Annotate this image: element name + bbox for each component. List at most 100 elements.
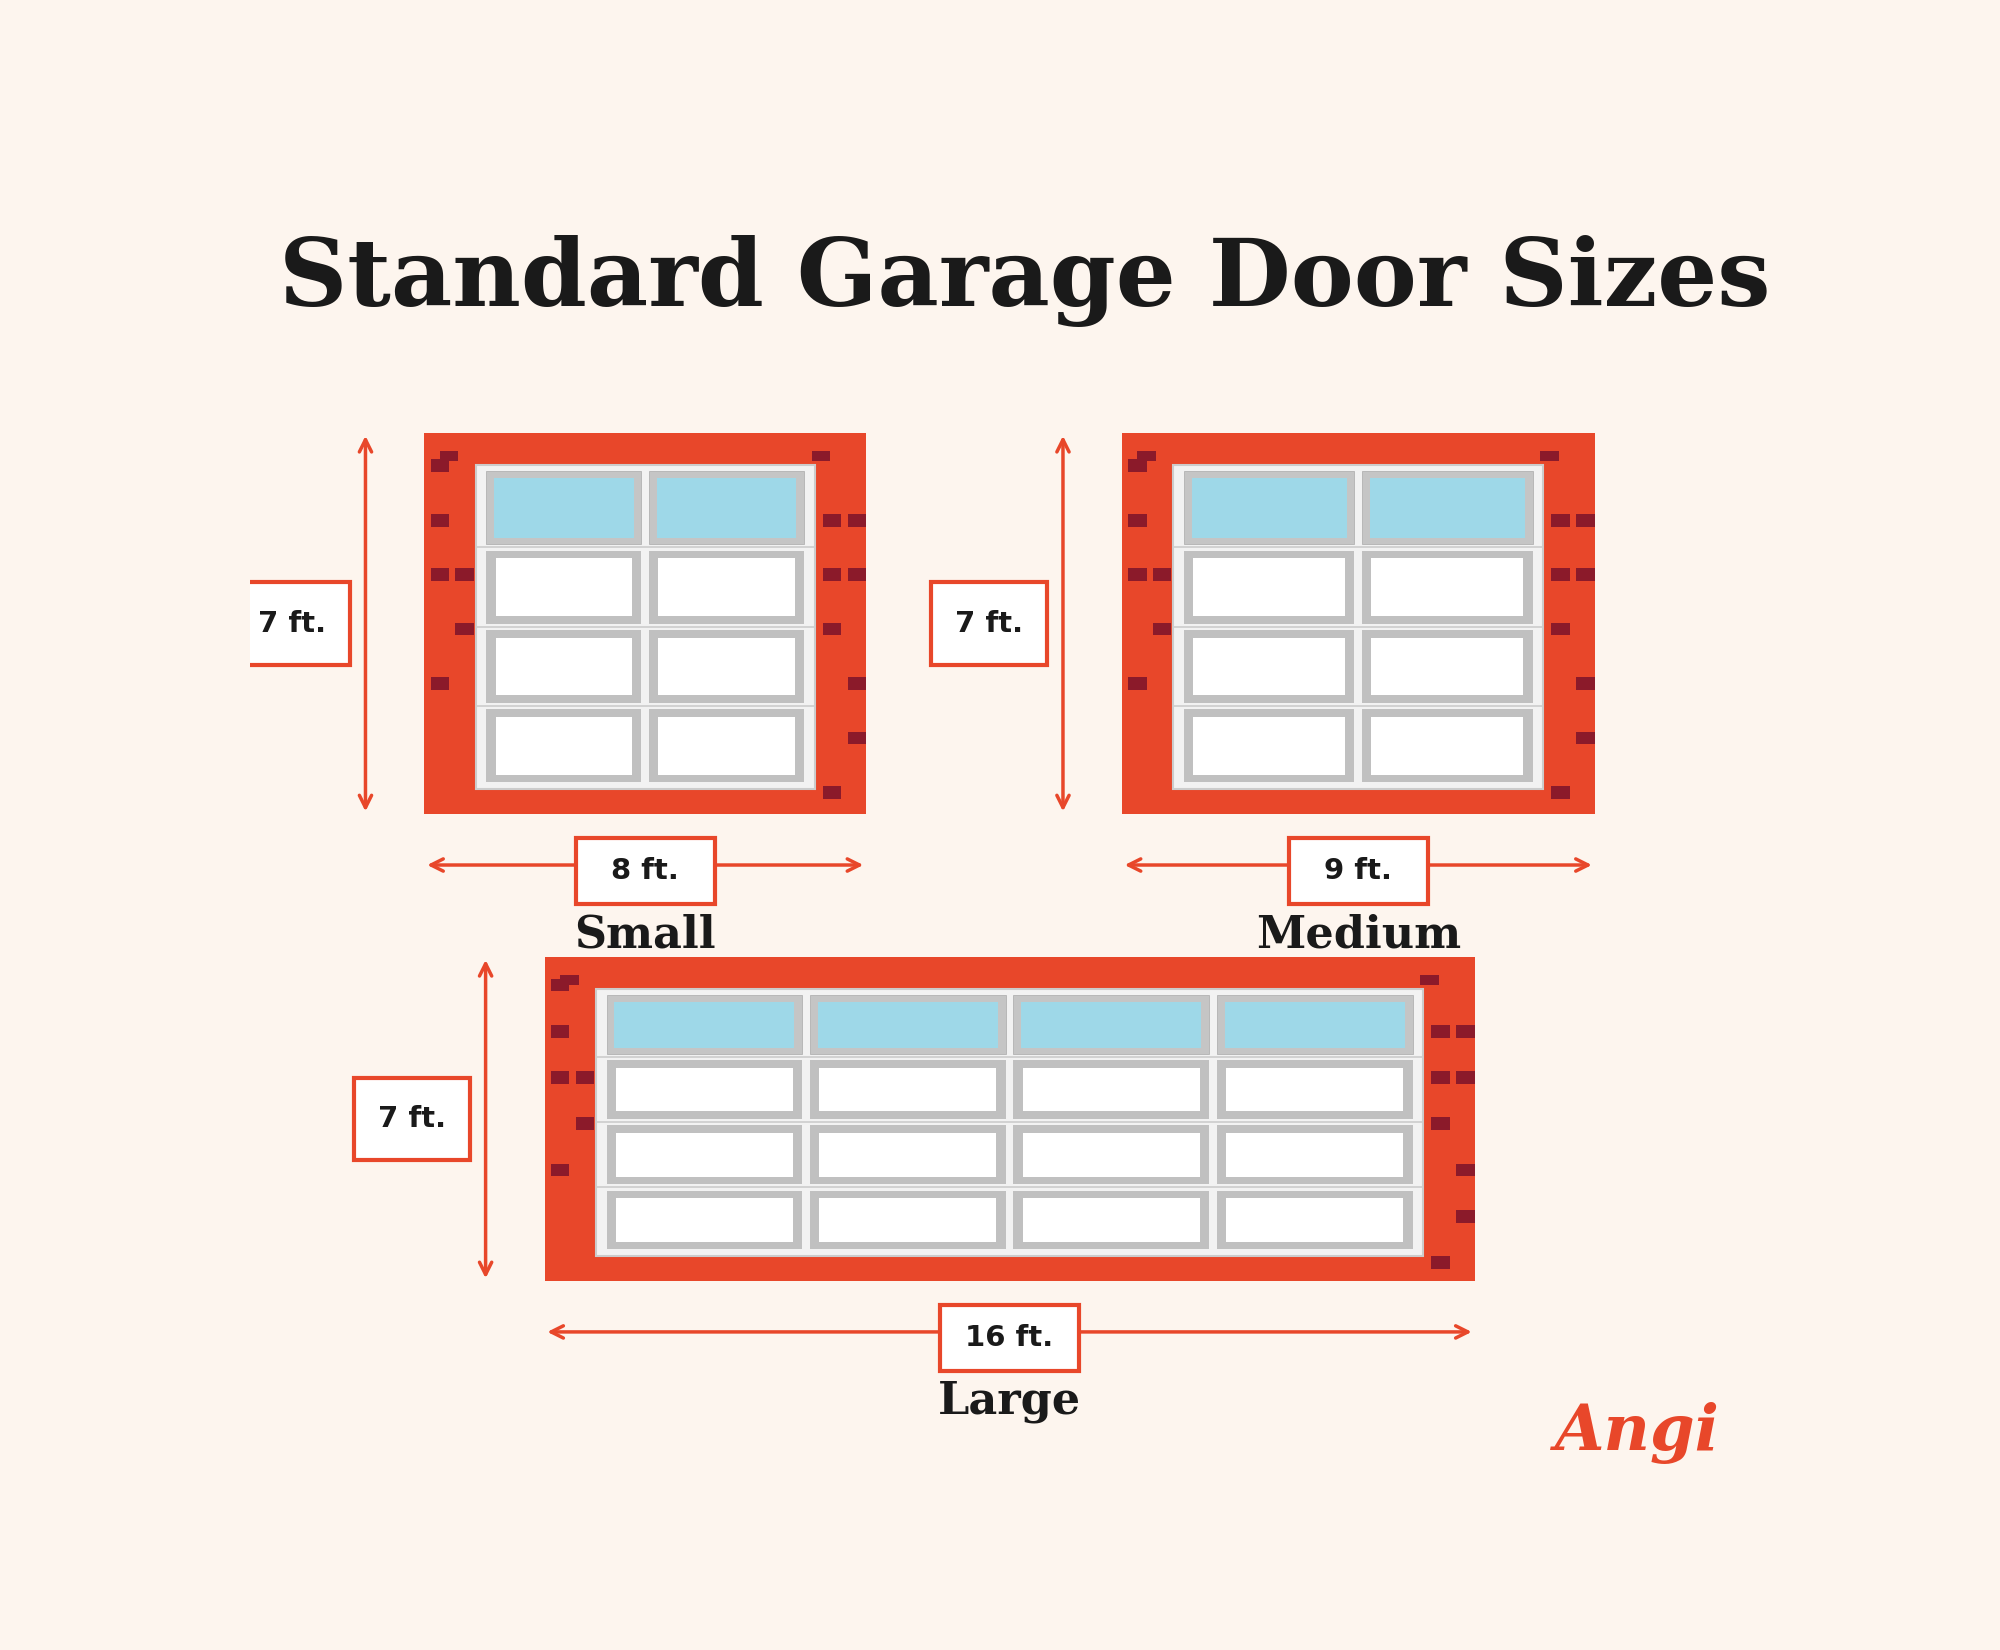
Bar — [1014, 995, 1210, 1054]
Bar — [550, 1025, 570, 1038]
Bar — [596, 988, 1424, 1256]
Bar — [1552, 513, 1570, 526]
Bar — [822, 568, 842, 581]
Bar — [1432, 1071, 1450, 1084]
Bar — [1022, 1198, 1200, 1242]
Bar — [1432, 1117, 1450, 1130]
Bar — [1022, 1002, 1202, 1048]
Bar — [1362, 472, 1532, 544]
Bar — [848, 731, 866, 744]
Bar — [820, 1134, 996, 1176]
Bar — [1432, 1163, 1450, 1176]
Bar — [1128, 513, 1146, 526]
Bar — [1552, 568, 1570, 581]
Text: Angi: Angi — [1554, 1402, 1720, 1464]
Bar — [1432, 1256, 1450, 1269]
Bar — [1432, 978, 1450, 992]
Bar — [430, 731, 450, 744]
Bar — [822, 785, 842, 799]
Bar — [576, 1117, 594, 1130]
Bar — [1456, 1256, 1474, 1269]
Bar — [486, 472, 642, 544]
Text: Large: Large — [938, 1381, 1082, 1424]
Bar — [658, 718, 794, 776]
Bar — [820, 1198, 996, 1242]
Bar — [1194, 637, 1346, 695]
Bar — [1152, 568, 1172, 581]
Bar — [430, 568, 450, 581]
Bar — [576, 1209, 594, 1223]
Bar — [576, 1163, 594, 1176]
Bar — [576, 978, 594, 992]
Bar — [1014, 1191, 1210, 1249]
Bar — [1362, 710, 1532, 782]
Bar — [1174, 465, 1544, 789]
Bar — [430, 622, 450, 635]
Bar — [476, 465, 814, 789]
Bar — [496, 637, 632, 695]
Bar — [848, 676, 866, 690]
Bar — [1552, 459, 1570, 472]
Bar — [606, 1191, 802, 1249]
Bar — [810, 995, 1006, 1054]
Bar — [1226, 1068, 1404, 1112]
Bar — [1552, 622, 1570, 635]
Bar — [1456, 1209, 1474, 1223]
Bar — [1362, 551, 1532, 624]
Bar — [1216, 1061, 1412, 1119]
Bar — [658, 637, 794, 695]
Bar — [1128, 676, 1146, 690]
Bar — [848, 622, 866, 635]
Bar — [1456, 1071, 1474, 1084]
Bar — [810, 1125, 1006, 1185]
Bar — [430, 785, 450, 799]
Bar — [822, 731, 842, 744]
Bar — [430, 513, 450, 526]
Bar — [822, 622, 842, 635]
Bar — [848, 785, 866, 799]
Bar — [1224, 1002, 1404, 1048]
Text: 8 ft.: 8 ft. — [612, 858, 680, 886]
Bar — [1184, 551, 1354, 624]
Bar — [1216, 995, 1412, 1054]
Bar — [614, 1002, 794, 1048]
Bar — [494, 477, 634, 538]
Bar — [932, 582, 1048, 665]
Bar — [1128, 459, 1146, 472]
Bar — [456, 785, 474, 799]
Bar — [456, 459, 474, 472]
Bar — [650, 551, 804, 624]
Bar — [1576, 731, 1594, 744]
Bar — [616, 1068, 792, 1112]
Bar — [822, 459, 842, 472]
Bar — [456, 513, 474, 526]
Bar — [1576, 513, 1594, 526]
Bar — [812, 450, 830, 460]
Bar — [848, 459, 866, 472]
Bar — [1226, 1134, 1404, 1176]
Bar — [1022, 1068, 1200, 1112]
Bar — [560, 975, 578, 985]
Bar — [1152, 676, 1172, 690]
Bar — [1372, 718, 1524, 776]
Bar — [576, 1256, 594, 1269]
Bar — [1540, 450, 1558, 460]
Bar — [820, 1068, 996, 1112]
Bar — [354, 1077, 470, 1160]
Bar — [1432, 1209, 1450, 1223]
Bar — [1152, 731, 1172, 744]
Bar — [550, 1256, 570, 1269]
Bar — [822, 513, 842, 526]
Bar — [576, 1071, 594, 1084]
Bar — [550, 1117, 570, 1130]
Bar — [606, 1061, 802, 1119]
Bar — [1022, 1134, 1200, 1176]
Bar — [1456, 1117, 1474, 1130]
Bar — [1194, 718, 1346, 776]
Bar — [550, 1209, 570, 1223]
Bar — [1456, 978, 1474, 992]
Bar — [1370, 477, 1524, 538]
Bar — [1226, 1198, 1404, 1242]
Bar — [818, 1002, 998, 1048]
Bar — [616, 1134, 792, 1176]
